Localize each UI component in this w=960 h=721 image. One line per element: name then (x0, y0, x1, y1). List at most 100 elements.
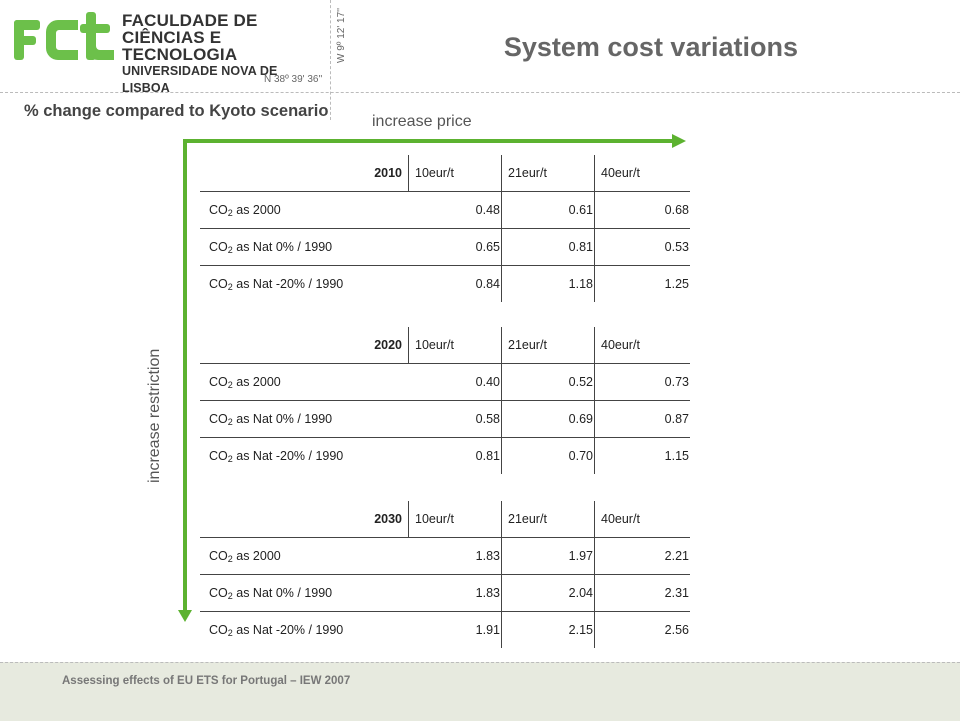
label-prefix: CO (209, 239, 228, 254)
label-suffix: as Nat -20% / 1990 (232, 622, 344, 637)
label-subscript: 2 (227, 590, 233, 601)
price-header: 40eur/t (594, 155, 690, 192)
cost-value: 1.91 (475, 623, 500, 637)
scenario-label: CO2 as Nat -20% / 1990 (200, 612, 409, 649)
label-prefix: CO (209, 202, 228, 217)
table-2030: 2030 10eur/t 21eur/t 40eur/t CO2 as 2000… (200, 501, 690, 648)
cost-value: 2.56 (594, 611, 690, 648)
price-header: 21eur/t (501, 501, 595, 538)
cost-value: 1.83 (408, 537, 502, 575)
slide-header: FACULDADE DE CIÊNCIAS E TECNOLOGIA UNIVE… (0, 0, 960, 95)
label-subscript: 2 (227, 553, 233, 564)
price-header: 21eur/t (501, 327, 595, 364)
table-row: CO2 as 2000 1.83 1.97 2.21 (200, 537, 690, 575)
year-header: 2010 (200, 155, 409, 192)
price-header: 21eur/t (501, 155, 595, 192)
label-prefix: CO (209, 622, 228, 637)
label-subscript: 2 (227, 627, 233, 638)
cost-value: 0.40 (408, 363, 502, 401)
cost-value: 2.15 (501, 611, 595, 648)
label-subscript: 2 (227, 379, 233, 390)
table-2020: 2020 10eur/t 21eur/t 40eur/t CO2 as 2000… (200, 327, 690, 474)
cost-value: 0.81 (501, 228, 595, 266)
fct-logo-text: FACULDADE DE CIÊNCIAS E TECNOLOGIA UNIVE… (122, 12, 310, 97)
footer-text: Assessing effects of EU ETS for Portugal… (62, 675, 351, 687)
scenario-label: CO2 as 2000 (200, 537, 409, 575)
restriction-arrow-head (178, 610, 192, 622)
table-row: CO2 as 2000 0.48 0.61 0.68 (200, 191, 690, 229)
table-header-row: 2010 10eur/t 21eur/t 40eur/t (200, 155, 690, 192)
price-axis-label: increase price (372, 113, 472, 130)
price-header: 10eur/t (408, 327, 502, 364)
cost-value: 0.65 (408, 228, 502, 266)
label-subscript: 2 (227, 244, 233, 255)
label-prefix: CO (209, 585, 228, 600)
cost-value: 1.15 (594, 437, 690, 474)
header-divider (0, 92, 960, 93)
year-header: 2020 (200, 327, 409, 364)
year-header: 2030 (200, 501, 409, 538)
table-header-row: 2020 10eur/t 21eur/t 40eur/t (200, 327, 690, 364)
fct-logo: FACULDADE DE CIÊNCIAS E TECNOLOGIA UNIVE… (10, 8, 310, 95)
label-prefix: CO (209, 448, 228, 463)
scenario-label: CO2 as Nat 0% / 1990 (200, 228, 409, 266)
slide-subtitle: % change compared to Kyoto scenario (24, 102, 329, 120)
cost-value: 0.84 (475, 277, 500, 291)
logo-line-2: CIÊNCIAS E TECNOLOGIA (122, 28, 238, 64)
price-header: 40eur/t (594, 501, 690, 538)
label-prefix: CO (209, 276, 228, 291)
cost-value: 0.73 (594, 363, 690, 401)
label-suffix: as 2000 (232, 374, 281, 389)
label-prefix: CO (209, 411, 228, 426)
label-subscript: 2 (227, 207, 233, 218)
label-subscript: 2 (227, 453, 233, 464)
slide-footer: Assessing effects of EU ETS for Portugal… (0, 662, 960, 721)
cost-value: 0.69 (501, 400, 595, 438)
label-suffix: as Nat 0% / 1990 (232, 411, 333, 426)
table-row: CO2 as Nat -20% / 1990 0.84 1.18 1.25 (200, 265, 690, 303)
label-subscript: 2 (227, 281, 233, 292)
scenario-label: CO2 as 2000 (200, 191, 409, 229)
logo-line-1: FACULDADE DE (122, 11, 258, 30)
cost-value: 0.61 (501, 191, 595, 229)
label-suffix: as Nat 0% / 1990 (232, 585, 333, 600)
cost-value: 0.87 (594, 400, 690, 438)
scenario-label: CO2 as Nat 0% / 1990 (200, 574, 409, 612)
cost-value: 0.53 (594, 228, 690, 266)
cost-value: 1.97 (501, 537, 595, 575)
label-prefix: CO (209, 548, 228, 563)
label-suffix: as Nat 0% / 1990 (232, 239, 333, 254)
cost-value: 1.25 (594, 265, 690, 302)
slide-title: System cost variations (503, 32, 798, 62)
table-row: CO2 as Nat 0% / 1990 1.83 2.04 2.31 (200, 574, 690, 612)
scenario-label: CO2 as Nat -20% / 1990 (200, 438, 409, 475)
price-header: 40eur/t (594, 327, 690, 364)
price-header: 10eur/t (408, 501, 502, 538)
scenario-label: CO2 as Nat -20% / 1990 (200, 266, 409, 303)
cost-value: 0.70 (501, 437, 595, 474)
table-row: CO2 as Nat 0% / 1990 0.65 0.81 0.53 (200, 228, 690, 266)
table-2010: 2010 10eur/t 21eur/t 40eur/t CO2 as 2000… (200, 155, 690, 302)
cost-value: 0.68 (594, 191, 690, 229)
cost-value: 0.58 (408, 400, 502, 438)
cost-value: 1.83 (408, 574, 502, 612)
price-arrow-line (183, 139, 674, 614)
table-row: CO2 as Nat -20% / 1990 1.91 2.15 2.56 (200, 611, 690, 649)
price-header: 10eur/t (408, 155, 502, 192)
label-suffix: as 2000 (232, 548, 281, 563)
logo-line-3: UNIVERSIDADE NOVA DE LISBOA (122, 64, 278, 95)
table-row: CO2 as 2000 0.40 0.52 0.73 (200, 363, 690, 401)
label-prefix: CO (209, 374, 228, 389)
table-row: CO2 as Nat 0% / 1990 0.58 0.69 0.87 (200, 400, 690, 438)
fct-logo-mark (14, 12, 114, 60)
cost-value: 1.18 (501, 265, 595, 302)
table-row: CO2 as Nat -20% / 1990 0.81 0.70 1.15 (200, 437, 690, 475)
latitude-label: N 38º 39' 36'' (264, 74, 323, 85)
cost-value: 2.21 (594, 537, 690, 575)
cost-value: 2.04 (501, 574, 595, 612)
cost-value: 0.52 (501, 363, 595, 401)
label-suffix: as 2000 (232, 202, 281, 217)
label-suffix: as Nat -20% / 1990 (232, 448, 344, 463)
price-arrow-head (672, 134, 686, 148)
